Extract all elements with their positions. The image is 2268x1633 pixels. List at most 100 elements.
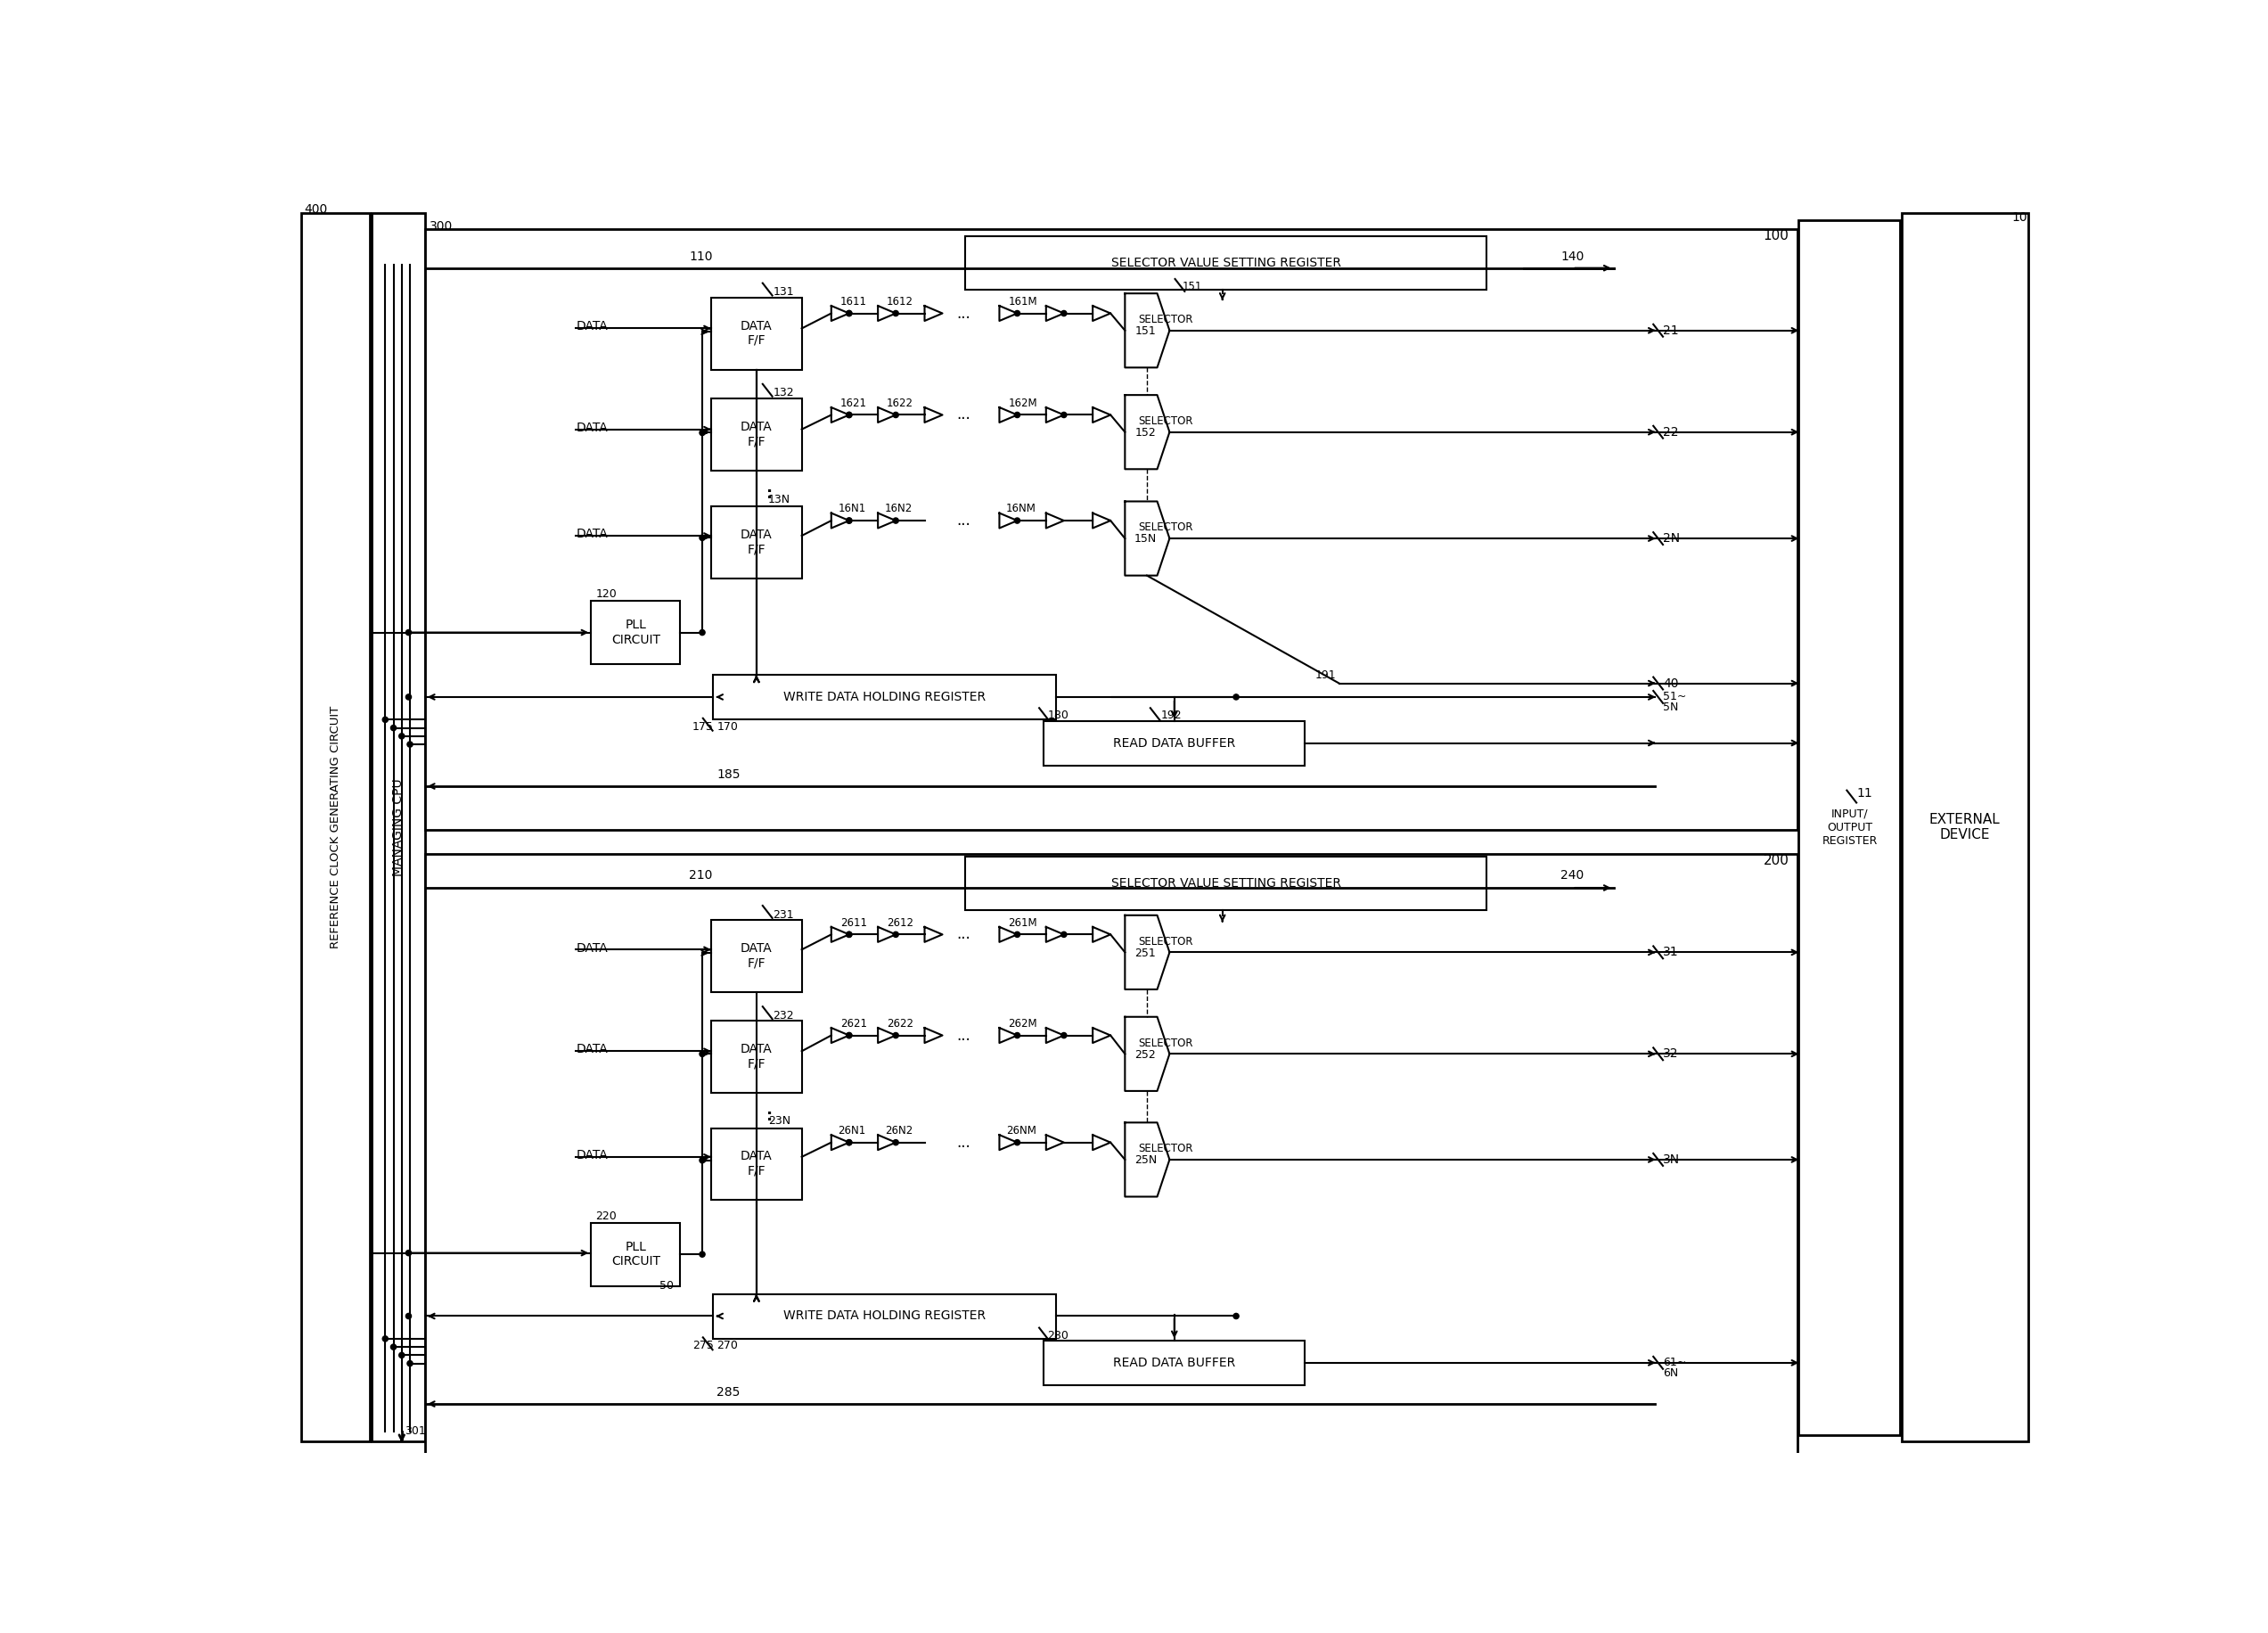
Polygon shape (878, 1135, 896, 1150)
Circle shape (894, 932, 898, 937)
Polygon shape (1125, 501, 1170, 575)
Polygon shape (832, 1135, 848, 1150)
Polygon shape (1093, 928, 1111, 942)
Text: WRITE DATA HOLDING REGISTER: WRITE DATA HOLDING REGISTER (782, 691, 987, 704)
Circle shape (846, 1032, 853, 1039)
Circle shape (408, 741, 413, 748)
Text: 210: 210 (689, 869, 712, 882)
Circle shape (894, 1032, 898, 1039)
Polygon shape (1093, 305, 1111, 320)
Text: 1612: 1612 (887, 296, 914, 307)
Circle shape (1234, 1313, 1238, 1319)
Text: 1622: 1622 (887, 397, 914, 408)
FancyBboxPatch shape (592, 1223, 680, 1285)
Polygon shape (1125, 1017, 1170, 1091)
FancyBboxPatch shape (712, 919, 803, 993)
Text: 185: 185 (717, 768, 739, 781)
Text: SELECTOR: SELECTOR (1139, 1143, 1193, 1155)
Text: 16NM: 16NM (1007, 503, 1036, 514)
Polygon shape (1000, 1135, 1018, 1150)
FancyBboxPatch shape (712, 1128, 803, 1200)
Circle shape (383, 717, 388, 722)
FancyBboxPatch shape (712, 1293, 1057, 1339)
Text: 26N1: 26N1 (839, 1125, 866, 1137)
Polygon shape (1000, 407, 1018, 423)
Circle shape (846, 412, 853, 418)
Text: 2611: 2611 (839, 918, 866, 929)
Text: 251: 251 (1134, 947, 1157, 959)
Text: DATA
F/F: DATA F/F (742, 1150, 773, 1177)
Text: 1621: 1621 (839, 397, 866, 408)
Circle shape (846, 310, 853, 317)
Text: 16N2: 16N2 (885, 503, 912, 514)
FancyBboxPatch shape (424, 229, 1799, 830)
Text: DATA
F/F: DATA F/F (742, 942, 773, 970)
Text: ...: ... (957, 926, 971, 942)
FancyBboxPatch shape (592, 601, 680, 665)
Text: 3N: 3N (1662, 1153, 1681, 1166)
Polygon shape (1125, 1122, 1170, 1197)
FancyBboxPatch shape (1903, 214, 2028, 1442)
Text: 61~: 61~ (1662, 1357, 1687, 1368)
Polygon shape (832, 513, 848, 527)
Text: 2622: 2622 (887, 1017, 914, 1029)
Polygon shape (1125, 914, 1170, 990)
Text: 2621: 2621 (839, 1017, 866, 1029)
Circle shape (846, 1032, 853, 1039)
Circle shape (699, 630, 705, 635)
Text: DATA: DATA (576, 421, 608, 434)
Circle shape (399, 1352, 404, 1359)
Polygon shape (832, 928, 848, 942)
Circle shape (408, 1360, 413, 1367)
Text: 51~: 51~ (1662, 691, 1687, 702)
Text: 31: 31 (1662, 946, 1678, 959)
Text: ...: ... (957, 1135, 971, 1151)
Text: REFERENCE CLOCK GENERATING CIRCUIT: REFERENCE CLOCK GENERATING CIRCUIT (331, 705, 342, 949)
Polygon shape (925, 305, 943, 320)
Text: 21: 21 (1662, 325, 1678, 336)
Text: INPUT/
OUTPUT
REGISTER: INPUT/ OUTPUT REGISTER (1821, 808, 1878, 846)
Polygon shape (878, 305, 896, 320)
Circle shape (846, 412, 853, 418)
Text: 140: 140 (1560, 250, 1583, 263)
Polygon shape (1000, 513, 1018, 527)
Text: 231: 231 (773, 910, 794, 921)
Circle shape (399, 733, 404, 738)
Circle shape (699, 1158, 705, 1163)
Text: 285: 285 (717, 1386, 739, 1398)
Text: READ DATA BUFFER: READ DATA BUFFER (1114, 1357, 1236, 1368)
Text: 32: 32 (1662, 1048, 1678, 1060)
Polygon shape (1046, 1135, 1064, 1150)
Text: DATA: DATA (576, 942, 608, 954)
Text: 400: 400 (304, 204, 327, 216)
Text: 26NM: 26NM (1007, 1125, 1036, 1137)
Circle shape (390, 1344, 397, 1350)
Polygon shape (1093, 513, 1111, 527)
Circle shape (846, 518, 853, 523)
Polygon shape (1046, 407, 1064, 423)
Circle shape (846, 932, 853, 937)
Text: 15N: 15N (1134, 534, 1157, 545)
FancyBboxPatch shape (302, 214, 370, 1442)
Text: 13N: 13N (769, 493, 792, 505)
Text: SELECTOR: SELECTOR (1139, 415, 1193, 426)
Circle shape (406, 630, 411, 635)
Text: 6N: 6N (1662, 1367, 1678, 1378)
Text: DATA: DATA (576, 1150, 608, 1161)
Text: 151: 151 (1182, 281, 1202, 292)
Circle shape (406, 1313, 411, 1319)
Text: 170: 170 (717, 720, 737, 732)
FancyBboxPatch shape (712, 506, 803, 578)
Circle shape (894, 412, 898, 418)
Circle shape (406, 694, 411, 701)
Text: 5N: 5N (1662, 702, 1678, 714)
Polygon shape (1093, 1135, 1111, 1150)
Polygon shape (925, 928, 943, 942)
Text: 40: 40 (1662, 678, 1678, 689)
Text: 16N1: 16N1 (839, 503, 866, 514)
Circle shape (1061, 932, 1066, 937)
Text: 301: 301 (404, 1426, 426, 1437)
Circle shape (699, 536, 705, 541)
Text: PLL
CIRCUIT: PLL CIRCUIT (610, 619, 660, 647)
Circle shape (383, 1336, 388, 1341)
